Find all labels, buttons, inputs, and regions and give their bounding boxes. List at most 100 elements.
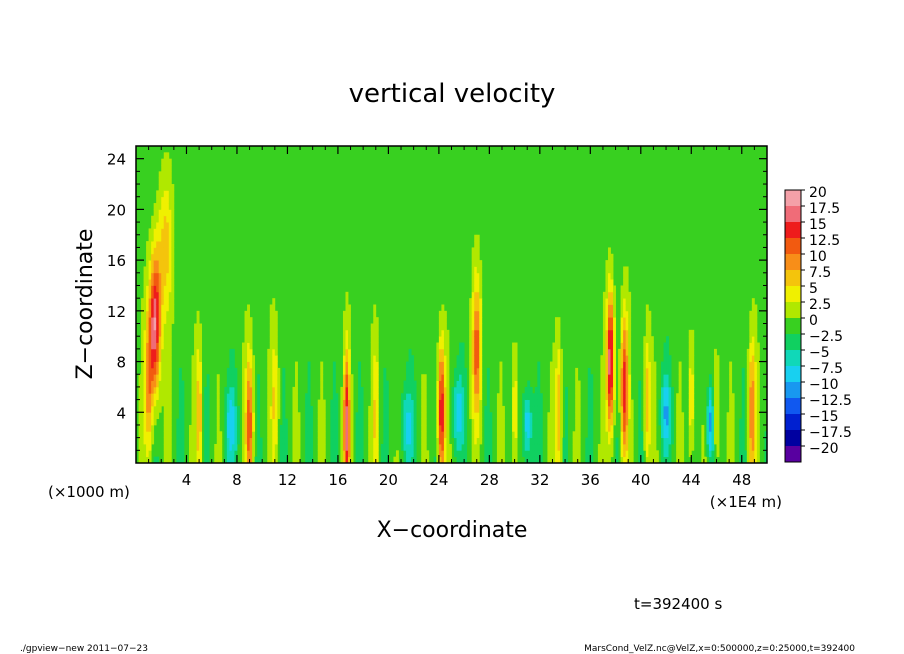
heatmap-cell bbox=[199, 456, 203, 464]
heatmap-cell bbox=[242, 443, 245, 451]
heatmap-cell bbox=[194, 424, 197, 432]
heatmap-cell bbox=[226, 431, 230, 439]
heatmap-cell bbox=[438, 348, 442, 356]
heatmap-cell bbox=[554, 437, 558, 445]
heatmap-cell bbox=[181, 393, 185, 400]
heatmap-cell bbox=[252, 456, 256, 464]
heatmap-cell bbox=[350, 380, 354, 388]
heatmap-cell bbox=[479, 412, 483, 420]
heatmap-cell bbox=[355, 412, 359, 420]
heatmap-cell bbox=[643, 437, 647, 445]
heatmap-cell bbox=[537, 456, 541, 464]
heatmap-cell bbox=[565, 456, 568, 464]
heatmap-cell bbox=[479, 405, 483, 413]
heatmap-cell bbox=[307, 374, 311, 381]
heatmap-cell bbox=[358, 393, 362, 400]
heatmap-cell bbox=[739, 450, 743, 458]
heatmap-cell bbox=[554, 361, 558, 369]
heatmap-cell bbox=[600, 443, 604, 451]
heatmap-cell bbox=[448, 450, 452, 458]
heatmap-cell bbox=[577, 418, 581, 426]
heatmap-cell bbox=[163, 203, 167, 210]
heatmap-cell bbox=[756, 393, 760, 400]
colorbar-label: −10 bbox=[809, 377, 839, 393]
heatmap-cell bbox=[668, 374, 672, 381]
heatmap-cell bbox=[756, 437, 760, 445]
heatmap-cell bbox=[148, 285, 152, 293]
heatmap-cell bbox=[443, 361, 447, 369]
heatmap-cell bbox=[552, 405, 556, 413]
heatmap-cell bbox=[168, 222, 172, 229]
heatmap-cell bbox=[549, 374, 553, 381]
heatmap-cell bbox=[163, 247, 167, 255]
heatmap-cell bbox=[310, 405, 314, 413]
heatmap-cell bbox=[625, 336, 629, 343]
heatmap-cell bbox=[158, 405, 162, 413]
heatmap-cell bbox=[706, 386, 710, 394]
heatmap-cell bbox=[451, 418, 455, 426]
heatmap-cell bbox=[214, 443, 218, 451]
heatmap-cell bbox=[446, 450, 450, 458]
heatmap-cell bbox=[575, 399, 579, 407]
heatmap-cell bbox=[756, 443, 760, 451]
heatmap-cell bbox=[471, 310, 475, 318]
heatmap-cell bbox=[274, 355, 278, 362]
colorbar-label: −20 bbox=[809, 441, 839, 457]
heatmap-cell bbox=[234, 405, 238, 413]
heatmap-cell bbox=[446, 380, 450, 388]
heatmap-cell bbox=[539, 450, 543, 458]
heatmap-cell bbox=[496, 399, 500, 407]
heatmap-cell bbox=[688, 361, 692, 369]
heatmap-cell bbox=[756, 450, 760, 458]
heatmap-cell bbox=[443, 456, 447, 464]
heatmap-cell bbox=[645, 443, 649, 451]
heatmap-cell bbox=[560, 393, 563, 400]
heatmap-cell bbox=[143, 456, 147, 464]
heatmap-cell bbox=[242, 374, 245, 381]
heatmap-cell bbox=[297, 443, 301, 451]
heatmap-cell bbox=[461, 393, 465, 400]
heatmap-cell bbox=[176, 418, 180, 426]
heatmap-cell bbox=[731, 412, 735, 420]
heatmap-cell bbox=[756, 342, 760, 350]
heatmap-cell bbox=[560, 443, 563, 451]
heatmap-cell bbox=[168, 310, 172, 318]
heatmap-cell bbox=[151, 431, 155, 439]
heatmap-cell bbox=[562, 443, 566, 451]
heatmap-cell bbox=[345, 456, 349, 464]
heatmap-cell bbox=[587, 367, 591, 375]
heatmap-cell bbox=[375, 367, 379, 375]
heatmap-cell bbox=[342, 336, 346, 343]
heatmap-cell bbox=[277, 374, 281, 381]
heatmap-cell bbox=[454, 399, 457, 407]
colorbar-label: 17.5 bbox=[809, 201, 840, 217]
heatmap-cell bbox=[527, 431, 531, 439]
heatmap-cell bbox=[413, 437, 417, 445]
heatmap-cell bbox=[158, 171, 162, 179]
heatmap-cell bbox=[156, 285, 160, 293]
heatmap-cell bbox=[161, 317, 165, 324]
heatmap-cell bbox=[446, 361, 450, 369]
heatmap-cell bbox=[373, 399, 377, 407]
heatmap-cell bbox=[438, 336, 442, 343]
heatmap-cell bbox=[749, 456, 753, 464]
heatmap-cell bbox=[226, 393, 230, 400]
heatmap-cell bbox=[411, 393, 415, 400]
heatmap-cell bbox=[620, 399, 624, 407]
heatmap-cell bbox=[454, 412, 457, 420]
heatmap-cell bbox=[666, 412, 669, 420]
heatmap-cell bbox=[282, 437, 286, 445]
heatmap-cell bbox=[282, 367, 286, 375]
heatmap-cell bbox=[335, 431, 339, 439]
heatmap-cell bbox=[666, 342, 669, 350]
heatmap-cell bbox=[628, 291, 632, 299]
heatmap-cell bbox=[620, 437, 624, 445]
heatmap-cell bbox=[244, 393, 248, 400]
heatmap-cell bbox=[370, 348, 374, 356]
heatmap-cell bbox=[650, 386, 654, 394]
heatmap-cell bbox=[476, 241, 480, 248]
heatmap-cell bbox=[469, 310, 473, 318]
heatmap-cell bbox=[557, 393, 561, 400]
heatmap-cell bbox=[204, 412, 208, 420]
heatmap-cell bbox=[671, 386, 675, 394]
